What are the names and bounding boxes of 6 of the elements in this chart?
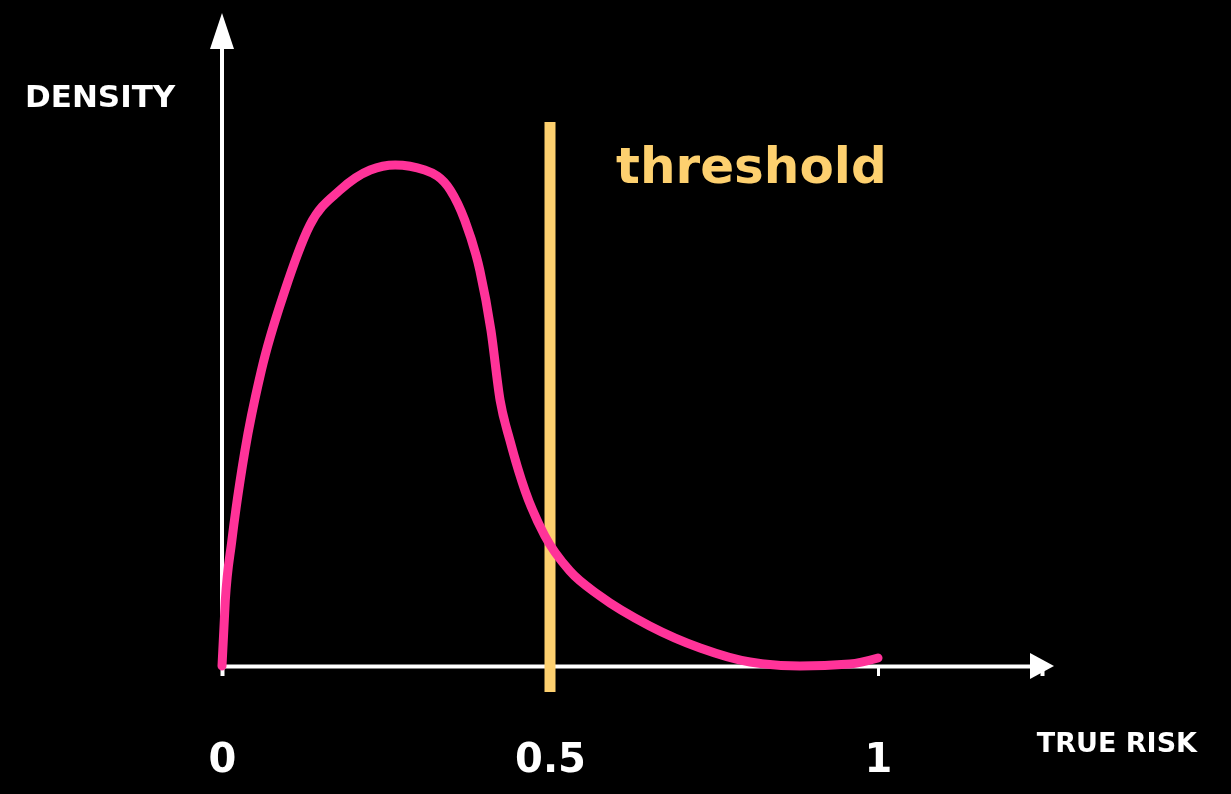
y-axis-title: DENSITY [25, 78, 176, 114]
x-tick-label: 0 [208, 735, 237, 782]
x-tick-label: 0.5 [515, 735, 586, 782]
x-tick-label: 1 [864, 735, 893, 782]
x-axis-title: TRUE RISK [1036, 727, 1199, 758]
ref-line-label: threshold [616, 137, 887, 195]
